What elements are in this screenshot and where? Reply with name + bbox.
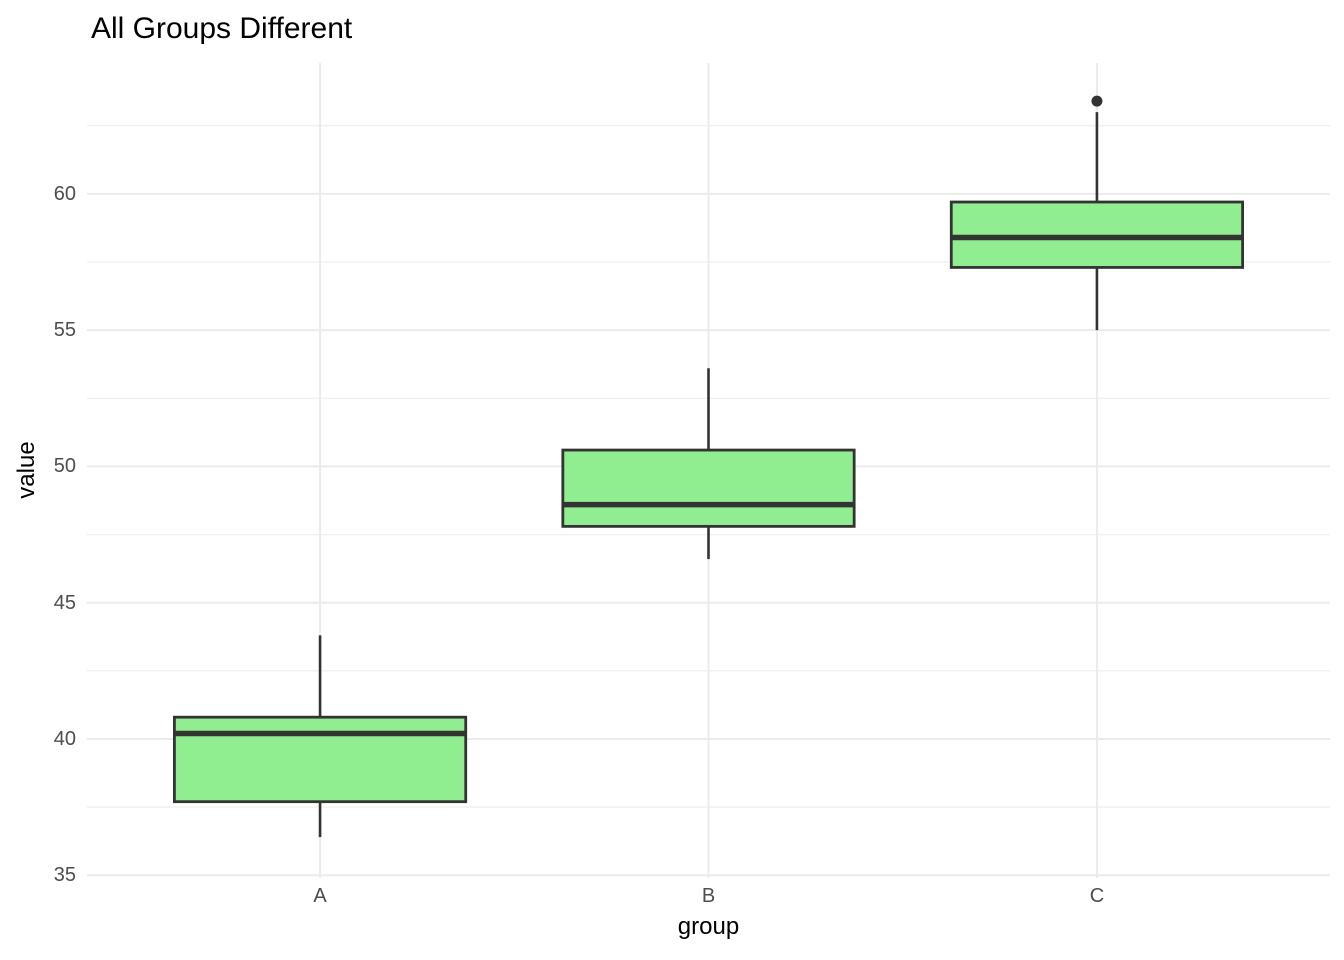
y-tick-label: 45 <box>53 591 76 614</box>
y-tick-label: 50 <box>53 455 76 478</box>
x-axis-title: group <box>677 913 740 940</box>
box-B <box>561 448 856 528</box>
x-tick-label: A <box>313 885 327 907</box>
x-tick-label: B <box>701 885 716 907</box>
outlier-point-C <box>1091 95 1103 107</box>
x-tick-label: C <box>1089 885 1105 907</box>
y-tick-label: 55 <box>53 319 76 342</box>
chart-title: All Groups Different <box>91 12 353 45</box>
y-tick-label: 35 <box>53 864 76 887</box>
y-tick-label: 40 <box>53 727 76 750</box>
y-tick-label: 60 <box>53 182 76 205</box>
box-A <box>172 715 468 804</box>
y-axis-title: value <box>13 441 40 499</box>
